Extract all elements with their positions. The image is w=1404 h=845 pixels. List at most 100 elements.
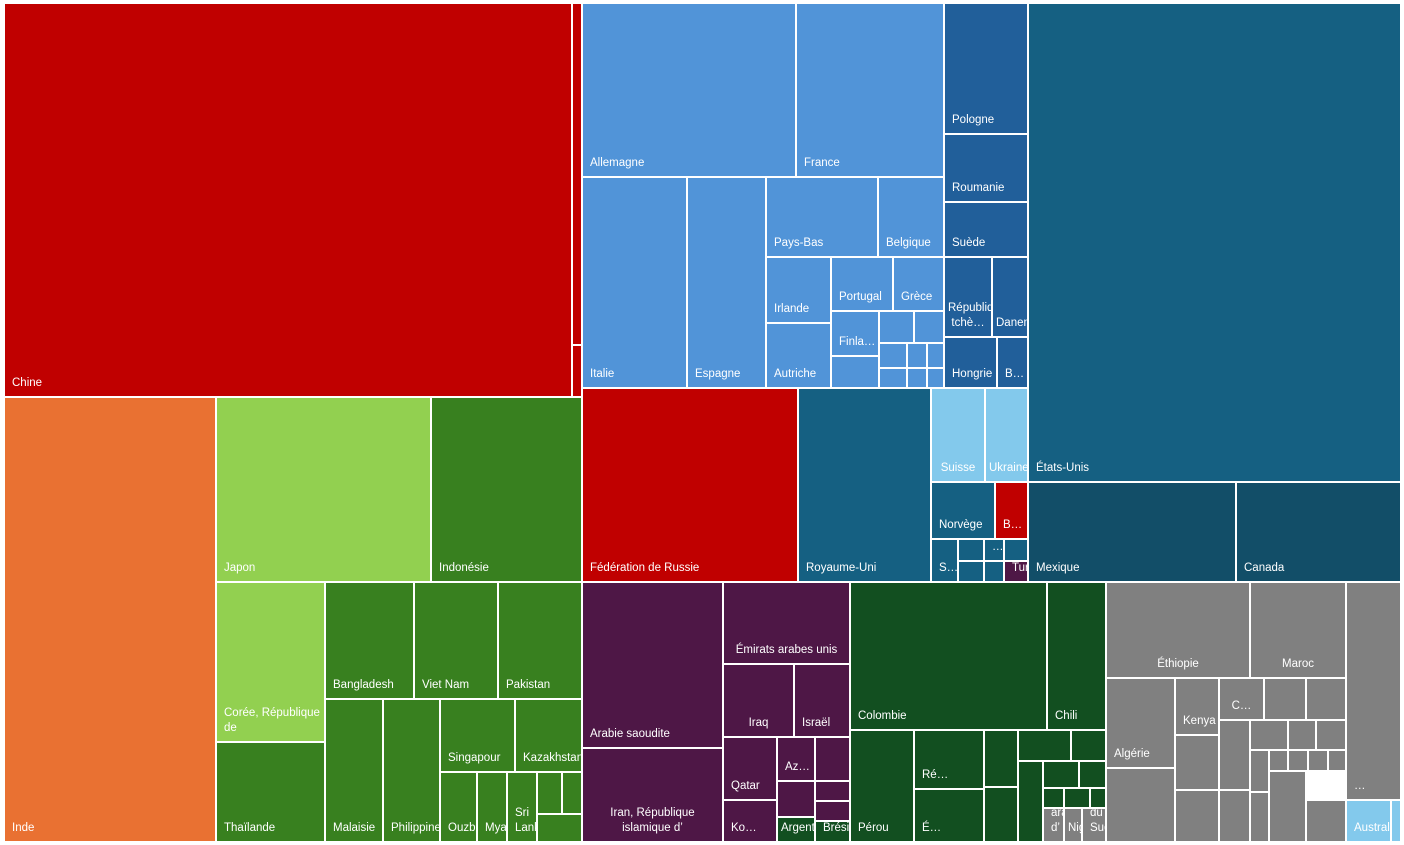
treemap-cell-label: … (1354, 780, 1366, 792)
treemap-cell (1064, 788, 1090, 808)
treemap-cell: Chili (1047, 582, 1106, 730)
treemap-cell (1306, 800, 1346, 842)
treemap-cell: Mya… (477, 772, 507, 842)
treemap-cell (879, 311, 914, 343)
treemap-cell-label: Irlande (774, 303, 810, 315)
treemap-cell (1043, 788, 1064, 808)
treemap-cell-label: Ko… (731, 822, 757, 834)
treemap-cell: Ouzbé… (440, 772, 477, 842)
treemap-cell (1004, 539, 1028, 561)
treemap-cell (1269, 771, 1306, 842)
treemap-cell: Indonésie (431, 397, 582, 582)
treemap-cell (984, 561, 1004, 582)
treemap-cell: Pays-Bas (766, 177, 878, 257)
treemap-cell-label: Az… (785, 761, 810, 773)
treemap-cell (1018, 730, 1071, 761)
treemap-cell (1269, 750, 1288, 771)
treemap-cell: Émirats arabes unis (723, 582, 850, 664)
treemap-cell (958, 539, 984, 561)
treemap-cell-label: Turquie (1012, 562, 1028, 574)
treemap-cell-label: Pakistan (506, 679, 551, 691)
treemap-cell: B… (995, 482, 1028, 539)
treemap-cell: Portugal (831, 257, 893, 311)
treemap-cell-label: Corée, République de (224, 707, 320, 734)
treemap-cell: S… (931, 539, 958, 582)
treemap-cell-label: Portugal (839, 291, 882, 303)
treemap-cell-label: Mya… (485, 822, 507, 834)
treemap-cell (914, 311, 944, 343)
treemap-cell: Suède (944, 202, 1028, 257)
treemap-cell: Irlande (766, 257, 831, 323)
treemap-cell: Arabie saoudite (582, 582, 723, 748)
treemap-cell (1071, 730, 1106, 761)
treemap-cell-label: Chili (1055, 710, 1078, 722)
treemap-cell-label: … (992, 541, 1004, 553)
treemap-cell-label: C… (1231, 700, 1252, 712)
treemap-cell: Qatar (723, 737, 777, 800)
treemap-cell: Australie (1346, 800, 1391, 842)
treemap-cell: Allemagne (582, 3, 796, 177)
treemap-cell: Finla… (831, 311, 879, 356)
treemap-cell (958, 561, 984, 582)
treemap-cell-label: B… (1005, 368, 1025, 380)
treemap-cell: Afrique du Sud (1082, 808, 1106, 842)
treemap-cell (907, 368, 927, 388)
treemap-cell: Brésil (815, 821, 850, 842)
treemap-cell: République tchè… (944, 257, 992, 337)
treemap-cell-label: Pologne (952, 114, 995, 126)
treemap-cell (1391, 800, 1401, 842)
treemap-cell (1219, 720, 1250, 790)
treemap-cell-label: Iran, République islamique d’ (610, 807, 695, 834)
treemap-cell-label: États-Unis (1036, 462, 1090, 474)
treemap-cell: Kazakhstan (515, 699, 582, 772)
treemap-cell (1106, 768, 1175, 842)
treemap-cell: Ukraine (985, 388, 1028, 482)
treemap-cell (831, 356, 879, 388)
treemap-cell (537, 814, 582, 842)
treemap-cell: Ré… (914, 730, 984, 789)
treemap-cell-label: Iraq (748, 717, 769, 729)
treemap-cell-label: Indonésie (439, 562, 489, 574)
treemap-cell (879, 343, 907, 368)
treemap-cell (1043, 761, 1079, 788)
treemap-cell-label: Pays-Bas (774, 237, 824, 249)
treemap-cell: Italie (582, 177, 687, 388)
treemap-cell-label: Israël (802, 717, 831, 729)
treemap-cell (1316, 720, 1346, 750)
treemap-cell-label: Singapour (448, 752, 501, 764)
treemap-cell: Canada (1236, 482, 1401, 582)
treemap-cell-label: Ré… (922, 769, 949, 781)
treemap-cell: Mexique (1028, 482, 1236, 582)
treemap-cell: Pakistan (498, 582, 582, 699)
treemap-cell (815, 781, 850, 801)
treemap-cell (984, 787, 1018, 842)
treemap-cell: Autriche (766, 323, 831, 388)
treemap-cell (879, 368, 907, 388)
treemap-cell-label: Arabie saoudite (590, 728, 670, 740)
treemap-cell-label: S… (939, 562, 958, 574)
treemap-cell (927, 368, 944, 388)
treemap-cell (1250, 792, 1269, 842)
treemap-cell-label: République tchè… (948, 302, 991, 329)
treemap-cell: … (984, 539, 1004, 561)
treemap-cell: États-Unis (1028, 3, 1401, 482)
treemap-cell-label: Autriche (774, 368, 817, 380)
treemap-cell: Israël (794, 664, 850, 737)
treemap-cell: É… (914, 789, 984, 842)
treemap-cell-label: Égypte, République arabe d’ (1051, 808, 1063, 834)
treemap-cell: Corée, République de (216, 582, 325, 742)
treemap-cell-label: Bangladesh (333, 679, 394, 691)
treemap-cell: Pologne (944, 3, 1028, 134)
treemap-cell: Fédération de Russie (582, 388, 798, 582)
treemap-cell (572, 345, 582, 397)
treemap-cell (1288, 750, 1308, 771)
treemap-cell: Ko… (723, 800, 777, 842)
treemap-cell: Philippines (383, 699, 440, 842)
treemap-cell-label: Maroc (1282, 658, 1314, 670)
treemap-cell-label: Finla… (839, 336, 876, 348)
treemap-cell (537, 772, 562, 814)
treemap-cell: Az… (777, 737, 815, 781)
treemap-cell: Grèce (893, 257, 944, 311)
treemap-cell-label: Inde (12, 822, 35, 834)
treemap-cell-label: É… (922, 822, 942, 834)
